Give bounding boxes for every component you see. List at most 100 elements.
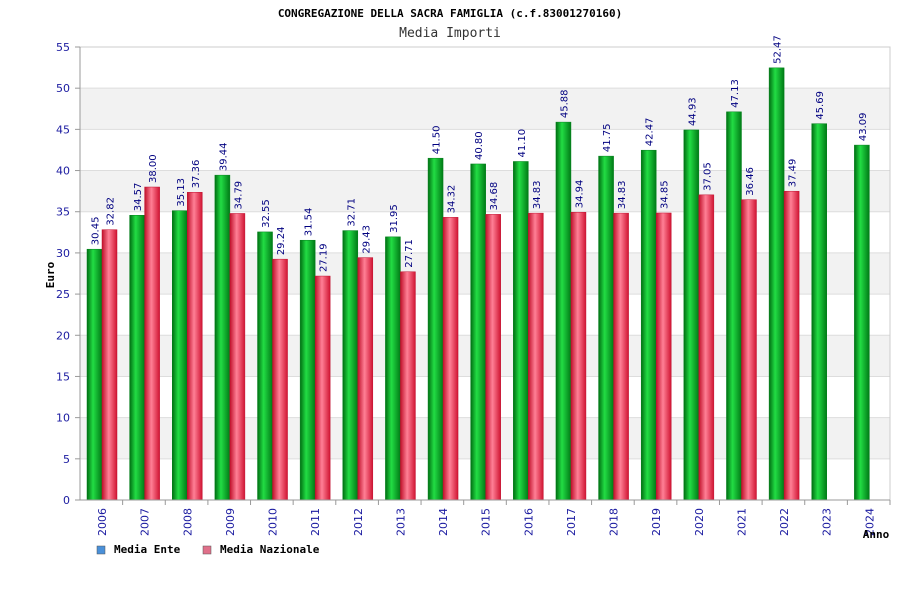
x-tick-label-2013: 2013 (394, 508, 407, 536)
y-tick-label: 15 (56, 370, 70, 383)
legend: Media Ente Media Nazionale (96, 543, 320, 556)
bar-media-ente-2016 (513, 161, 529, 501)
chart-title: CONGREGAZIONE DELLA SACRA FAMIGLIA (c.f.… (278, 7, 622, 20)
data-label-media-ente-2020: 44.93 (687, 97, 698, 126)
data-label-media-nazionale-2008: 37.36 (191, 160, 202, 189)
data-label-media-nazionale-2020: 37.05 (702, 162, 713, 191)
bar-media-nazionale-2006 (101, 229, 118, 501)
bar-media-nazionale-2016 (528, 212, 544, 501)
data-label-media-ente-2014: 41.50 (432, 126, 443, 155)
x-tick-label-2018: 2018 (608, 508, 621, 536)
y-tick-label: 55 (56, 41, 70, 54)
y-tick-label: 10 (56, 412, 70, 425)
y-tick-label: 0 (63, 494, 70, 507)
bar-media-ente-2012 (342, 230, 359, 501)
x-tick-label-2017: 2017 (565, 508, 578, 536)
bar-media-ente-2022 (768, 67, 785, 501)
legend-swatch-media-ente (96, 545, 106, 555)
bar-media-ente-2010 (257, 231, 273, 501)
x-tick-label-2019: 2019 (650, 508, 663, 536)
data-label-media-nazionale-2021: 36.46 (745, 167, 756, 196)
data-label-media-ente-2008: 35.13 (176, 178, 187, 207)
x-axis-label: Anno (863, 528, 890, 541)
bar-media-nazionale-2014 (442, 217, 459, 501)
data-label-media-ente-2010: 32.55 (261, 199, 272, 228)
x-tick-label-2014: 2014 (437, 508, 450, 536)
bar-media-ente-2024 (854, 144, 870, 501)
plot-band (80, 129, 890, 171)
bar-media-ente-2021 (726, 111, 742, 501)
bar-media-nazionale-2019 (655, 212, 672, 501)
data-label-media-ente-2024: 43.09 (858, 112, 869, 141)
bar-media-nazionale-2007 (144, 186, 160, 501)
bar-media-ente-2011 (299, 239, 316, 501)
bar-media-nazionale-2017 (570, 211, 587, 501)
plot-band (80, 88, 890, 130)
legend-label-media-ente: Media Ente (114, 543, 181, 556)
bar-media-nazionale-2021 (741, 199, 757, 501)
data-label-media-ente-2017: 45.88 (559, 89, 570, 118)
data-label-media-nazionale-2007: 38.00 (148, 154, 159, 183)
data-label-media-ente-2015: 40.80 (474, 131, 485, 160)
bar-media-nazionale-2018 (613, 212, 629, 501)
data-label-media-ente-2009: 39.44 (218, 143, 229, 172)
bar-media-ente-2018 (598, 155, 614, 501)
bar-media-nazionale-2015 (485, 214, 501, 501)
data-label-media-nazionale-2006: 32.82 (106, 197, 117, 226)
bar-media-nazionale-2011 (314, 275, 331, 501)
bar-media-ente-2009 (214, 174, 231, 501)
x-tick-label-2007: 2007 (139, 508, 152, 536)
bar-media-ente-2013 (385, 236, 401, 501)
data-label-media-nazionale-2010: 29.24 (276, 227, 287, 256)
y-tick-label: 45 (56, 123, 70, 136)
data-label-media-ente-2021: 47.13 (730, 79, 741, 108)
data-label-media-ente-2016: 41.10 (517, 129, 528, 158)
x-tick-label-2020: 2020 (693, 508, 706, 536)
data-label-media-ente-2007: 34.57 (133, 183, 144, 212)
x-tick-label-2016: 2016 (522, 508, 535, 536)
data-label-media-nazionale-2019: 34.85 (660, 180, 671, 209)
x-tick-label-2022: 2022 (778, 508, 791, 536)
bar-media-ente-2015 (470, 163, 486, 501)
bar-media-nazionale-2012 (357, 257, 374, 501)
y-axis-ticks: 0 5 10 15 20 25 30 35 40 45 50 55 (56, 41, 80, 507)
bar-media-ente-2023 (811, 123, 827, 501)
data-label-media-nazionale-2017: 34.94 (574, 180, 585, 209)
x-tick-label-2024: 2024 (863, 508, 876, 536)
data-label-media-nazionale-2014: 34.32 (447, 185, 458, 214)
x-tick-label-2008: 2008 (181, 508, 194, 536)
data-label-media-nazionale-2013: 27.71 (404, 239, 415, 268)
bar-media-ente-2020 (683, 129, 700, 501)
x-tick-label-2006: 2006 (96, 508, 109, 536)
bar-media-nazionale-2013 (400, 271, 416, 501)
data-label-media-ente-2019: 42.47 (645, 118, 656, 147)
data-label-media-nazionale-2016: 34.83 (532, 180, 543, 209)
bar-media-ente-2017 (555, 121, 572, 501)
bar-media-ente-2007 (129, 215, 145, 501)
x-tick-label-2015: 2015 (480, 508, 493, 536)
data-label-media-ente-2013: 31.95 (389, 204, 400, 233)
legend-label-media-nazionale: Media Nazionale (220, 543, 320, 556)
x-tick-label-2012: 2012 (352, 508, 365, 536)
y-tick-label: 40 (56, 165, 70, 178)
y-tick-label: 20 (56, 329, 70, 342)
bar-media-nazionale-2009 (229, 213, 246, 501)
data-label-media-nazionale-2022: 37.49 (788, 159, 799, 188)
data-label-media-nazionale-2018: 34.83 (617, 180, 628, 209)
data-label-media-nazionale-2009: 34.79 (233, 181, 244, 210)
bar-media-ente-2006 (86, 248, 103, 501)
x-tick-label-2010: 2010 (267, 508, 280, 536)
data-label-media-ente-2012: 32.71 (346, 198, 357, 227)
x-tick-label-2023: 2023 (821, 508, 834, 536)
x-tick-label-2011: 2011 (309, 508, 322, 536)
y-tick-label: 25 (56, 288, 70, 301)
x-axis-ticks: 2006 2007 2008 2009 2010 2011 2012 2013 2014 2015… (96, 500, 891, 536)
legend-swatch-media-nazionale (202, 545, 212, 555)
data-label-media-ente-2018: 41.75 (602, 123, 613, 152)
y-tick-label: 5 (63, 453, 70, 466)
bar-media-ente-2019 (640, 149, 657, 501)
x-tick-label-2009: 2009 (224, 508, 237, 536)
bar-media-ente-2014 (427, 157, 444, 501)
bar-media-nazionale-2008 (187, 192, 203, 501)
